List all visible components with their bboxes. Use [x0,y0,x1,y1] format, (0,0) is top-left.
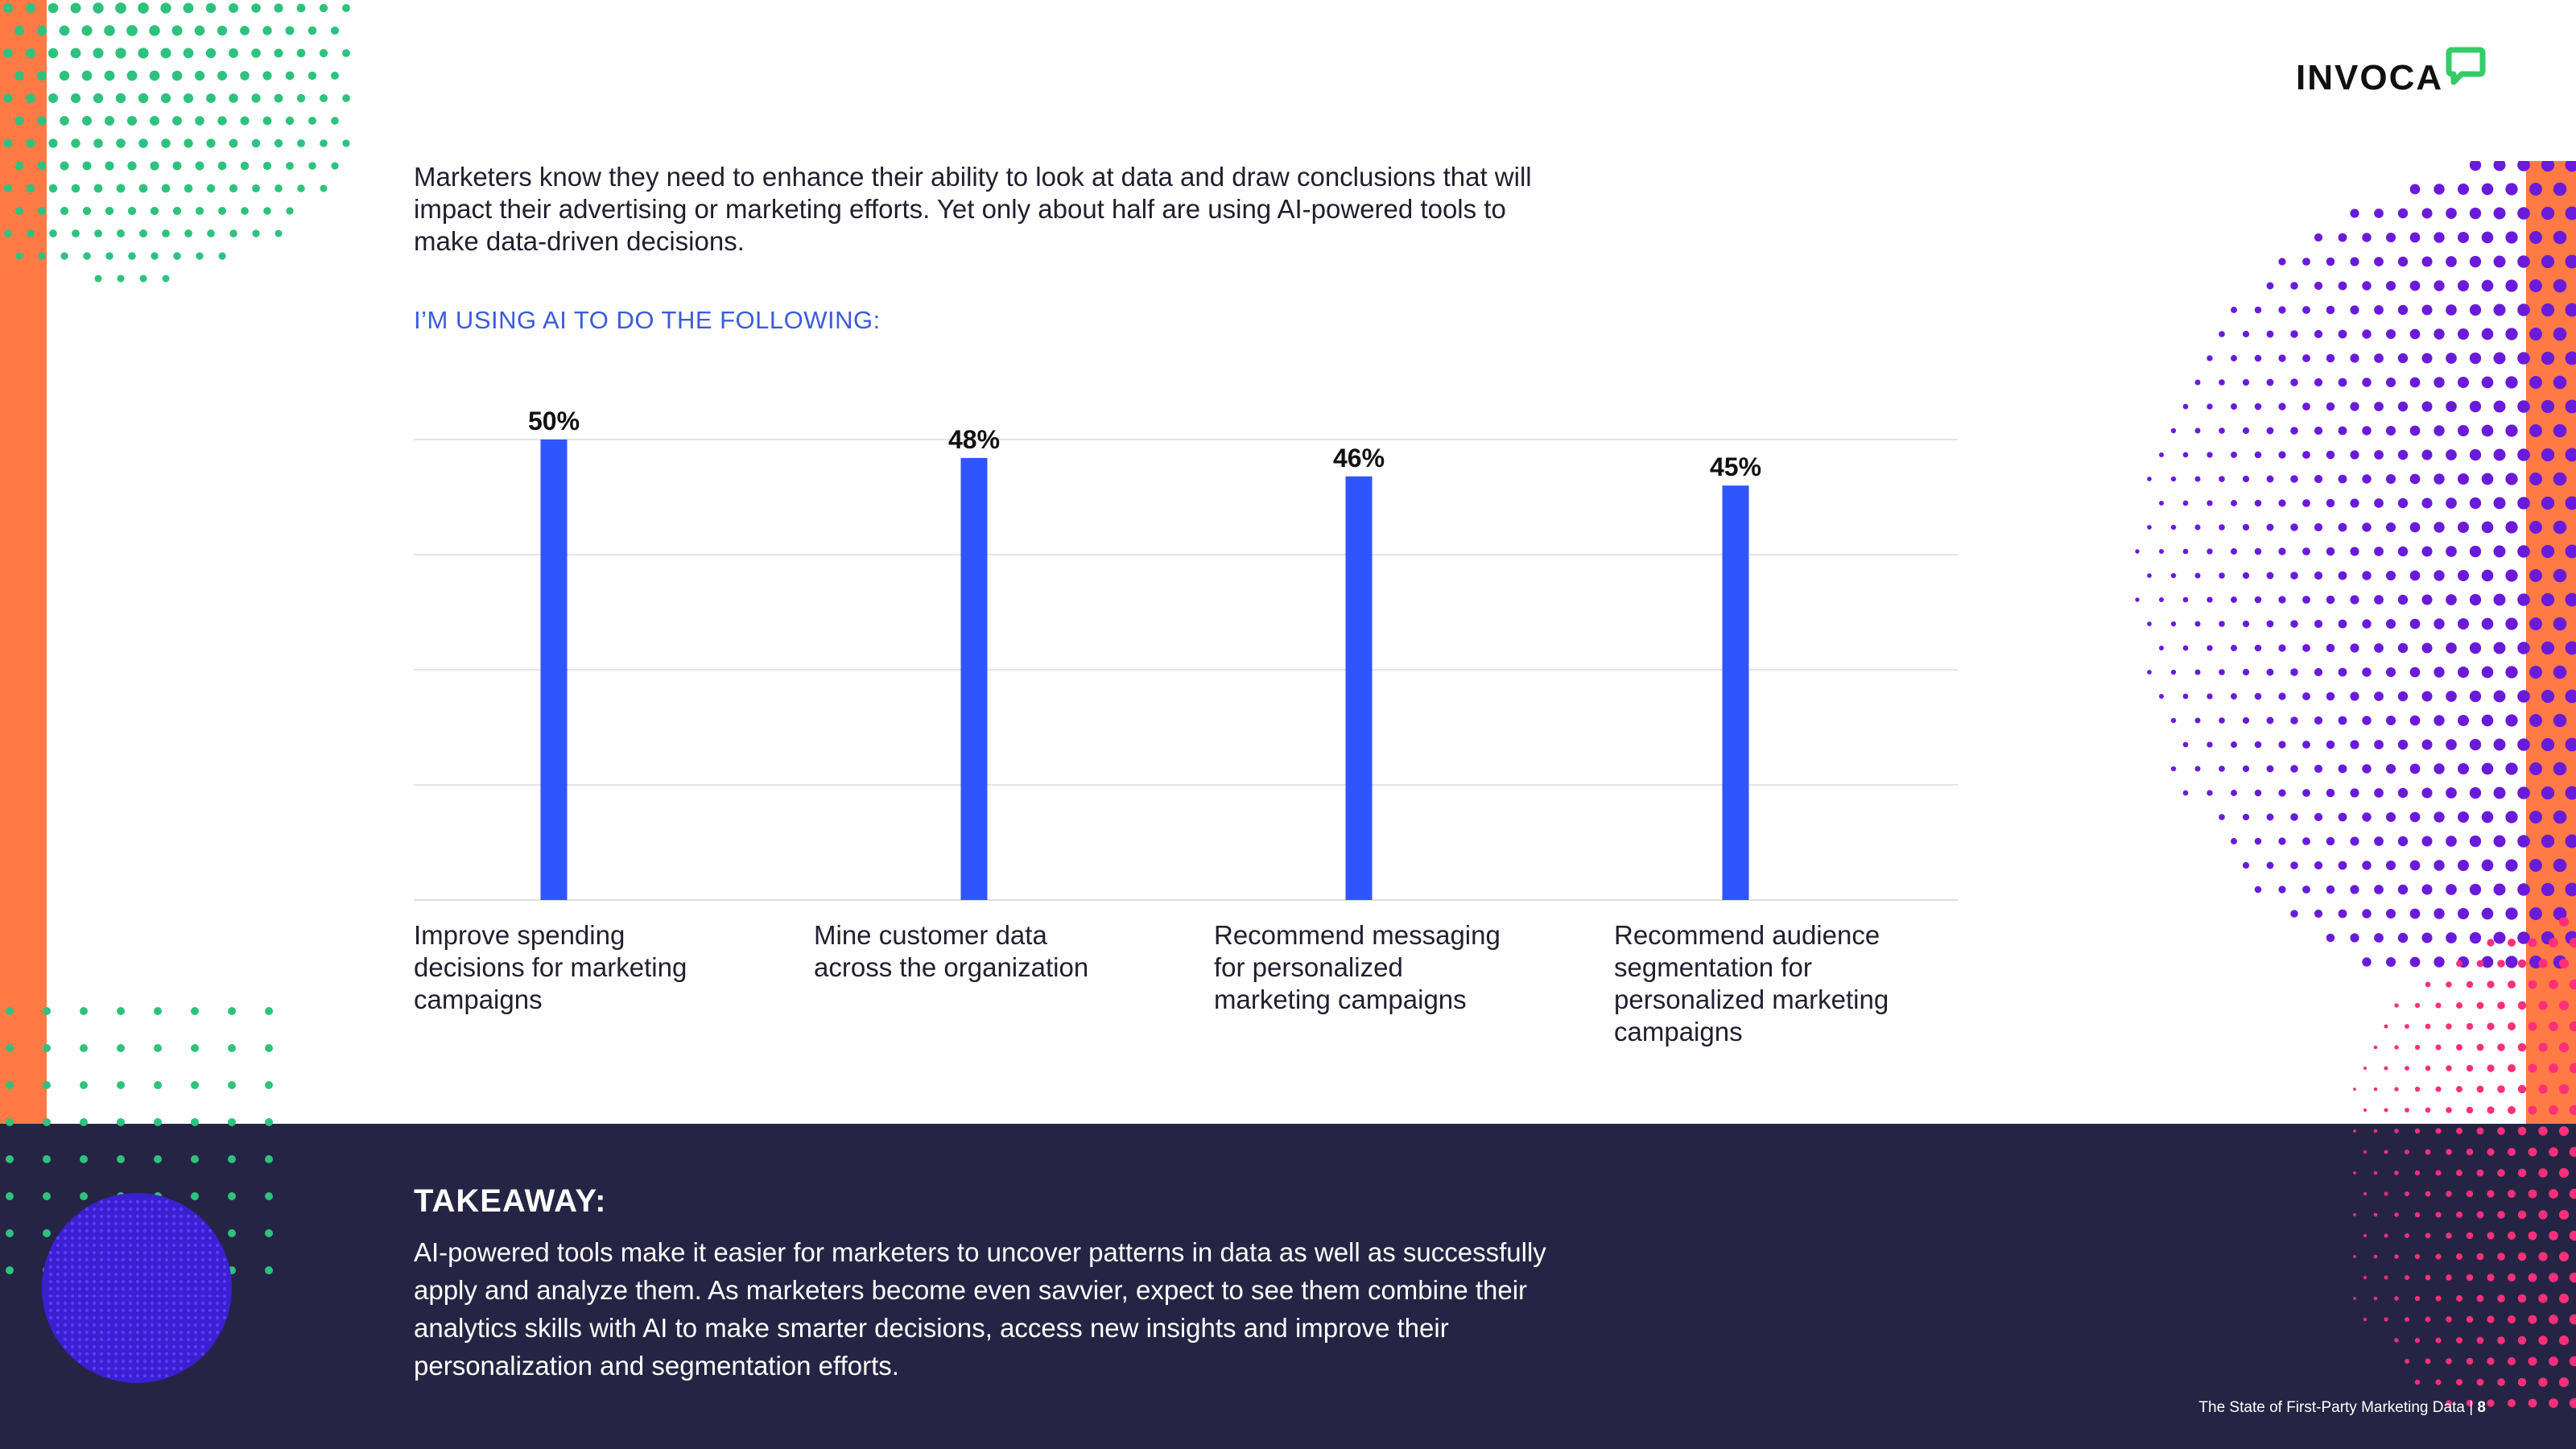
green-dot-pattern-top-left [3,2,350,283]
intro-paragraph: Marketers know they need to enhance thei… [414,162,1532,256]
speech-bubble-icon [2446,47,2486,85]
bar [1345,476,1373,900]
purple-halftone-circle [42,1193,232,1383]
page-footer: The State of First-Party Marketing Data … [2029,1399,2486,1417]
bar [960,457,988,900]
invoca-logo: INVOCA [2296,47,2489,103]
purple-dot-pattern-right [2135,161,2576,969]
bar [540,440,568,900]
page-number: 8 [2477,1399,2486,1416]
logo-wordmark: INVOCA [2296,58,2444,97]
footer-separator: | [2469,1399,2474,1416]
bar-value-label: 50% [528,407,580,436]
footer-doc-title: The State of First-Party Marketing Data [2198,1399,2465,1416]
bar [1722,485,1749,900]
chart-subheading: I’M USING AI TO DO THE FOLLOWING: [414,306,881,334]
category-label: Mine customer data across the organizatio… [814,920,1088,982]
ai-usage-bar-chart: 50% Improve spending decisions for marketi… [414,407,1958,1046]
takeaway-body: AI-powered tools make it easier for mark… [414,1237,1546,1381]
bar-value-label: 45% [1710,452,1761,481]
pink-dot-pattern-bottom-right [2353,918,2576,1409]
bar-value-label: 48% [948,425,1000,454]
takeaway-title: TAKEAWAY: [414,1183,607,1219]
bar-value-label: 46% [1333,444,1385,473]
category-label: Recommend messaging for personalized marke… [1214,920,1501,1014]
category-label: Recommend audience segmentation for person… [1614,920,1889,1046]
category-label: Improve spending decisions for marketing c… [414,920,687,1014]
takeaway-band [0,1124,2576,1449]
